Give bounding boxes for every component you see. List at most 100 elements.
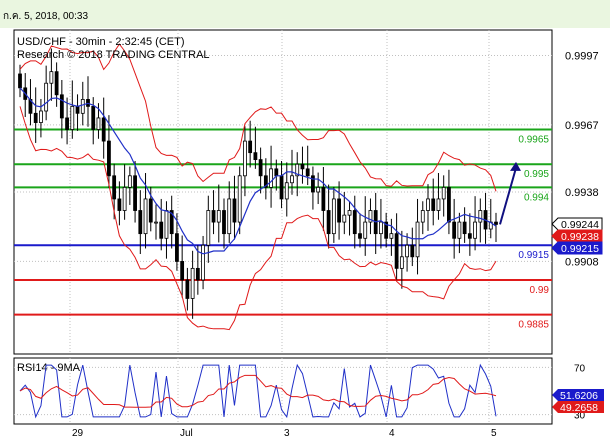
candle-body: [75, 105, 80, 114]
candle-body: [394, 233, 399, 269]
x-tick-label: Jul: [180, 428, 193, 439]
chart-title: USD/CHF - 30min - 2:32:45 (CET): [17, 36, 184, 48]
candle-body: [133, 175, 137, 211]
candle-body: [431, 198, 436, 211]
level-label: 0.994: [524, 192, 549, 203]
candle-body: [342, 214, 347, 223]
y-tick-label: 0.9967: [565, 120, 599, 132]
moving-average-line: [19, 87, 497, 255]
y-tick-label: 0.9938: [565, 187, 599, 199]
candle-body: [399, 256, 404, 269]
candle-body: [368, 210, 373, 223]
price-badge: [551, 217, 603, 231]
candle-body: [122, 186, 127, 211]
forecast-arrow-head: [510, 161, 521, 171]
candle-body: [96, 117, 101, 130]
candle-body: [248, 140, 253, 154]
candle-body: [467, 233, 472, 239]
candle-body: [441, 186, 446, 200]
candle-body: [49, 71, 54, 84]
candle-body: [253, 152, 258, 161]
candle-body: [39, 110, 43, 123]
candle-body: [269, 168, 273, 188]
price-badge: [551, 241, 603, 255]
candle-body: [478, 210, 483, 223]
bollinger-upper-line: [19, 43, 497, 192]
candle-body: [258, 159, 263, 177]
candle-body: [206, 210, 211, 246]
candle-body: [457, 221, 462, 239]
candle-body: [138, 210, 143, 235]
candle-body: [159, 221, 164, 239]
rsi-badge-label: 49.2658: [560, 402, 598, 414]
candle-body: [352, 210, 357, 235]
x-tick-label: 3: [284, 428, 290, 439]
y-tick-label: 0.9997: [565, 50, 599, 62]
level-label: 0.9965: [518, 135, 549, 146]
candle-body: [347, 210, 352, 216]
candle-body: [169, 210, 174, 235]
candle-body: [415, 221, 420, 258]
price-badge-label: 0.99215: [561, 243, 599, 255]
candle-body: [227, 198, 232, 235]
price-badge-label: 0.99238: [561, 231, 599, 243]
candle-body: [148, 198, 153, 223]
price-badge-label: 0.99244: [561, 219, 599, 231]
chart-subtitle: Research © 2018 TRADING CENTRAL: [17, 49, 210, 61]
level-label: 0.99: [530, 285, 550, 296]
level-label: 0.995: [524, 169, 549, 180]
candle-body: [300, 163, 305, 170]
candle-body: [410, 244, 415, 258]
candle-body: [185, 279, 190, 299]
rsi-badge-label: 51.6206: [560, 390, 598, 402]
candle-body: [107, 140, 111, 177]
candle-body: [237, 175, 242, 223]
rsi-tick-label: 70: [574, 363, 586, 374]
bollinger-lower-line: [19, 106, 497, 331]
candle-body: [201, 244, 205, 281]
candle-body: [190, 267, 195, 299]
candle-body: [222, 210, 226, 235]
candle-body: [91, 105, 96, 130]
candle-body: [33, 112, 38, 123]
candle-body: [211, 210, 216, 223]
candle-body: [405, 244, 409, 258]
x-tick-label: 4: [389, 428, 395, 439]
candle-body: [180, 261, 185, 281]
price-badge: [551, 229, 603, 243]
candle-body: [447, 186, 451, 223]
rsi-title: RSI14 - 9MA: [17, 362, 81, 374]
candle-body: [284, 182, 289, 200]
rsi-ma-line: [19, 374, 497, 408]
x-tick-label: 5: [491, 428, 497, 439]
candle-body: [316, 186, 321, 193]
candle-body: [112, 175, 117, 200]
x-tick-label: 29: [72, 428, 84, 439]
level-label: 0.9885: [518, 320, 549, 331]
candle-body: [154, 221, 158, 224]
candle-body: [54, 71, 59, 96]
candle-body: [70, 105, 75, 130]
candle-body: [117, 198, 122, 211]
candle-body: [384, 221, 389, 239]
rsi-plot-frame: [13, 357, 553, 425]
candle-body: [420, 210, 425, 223]
header-bar: [0, 0, 610, 28]
header-date: ก.ค. 5, 2018, 00:33: [3, 11, 88, 22]
candle-body: [462, 221, 467, 235]
candle-body: [164, 210, 169, 239]
forecast-arrow-shaft: [499, 167, 517, 225]
candle-body: [44, 82, 49, 112]
candle-body: [65, 117, 69, 130]
candle-body: [311, 175, 315, 193]
candle-body: [195, 267, 200, 281]
candle-body: [59, 94, 64, 119]
candle-body: [426, 198, 430, 211]
candle-body: [80, 99, 85, 114]
candle-body: [143, 198, 148, 235]
rsi-badge: [552, 389, 604, 401]
candle-body: [436, 198, 441, 211]
candle-body: [379, 221, 383, 235]
candle-body: [295, 163, 300, 177]
